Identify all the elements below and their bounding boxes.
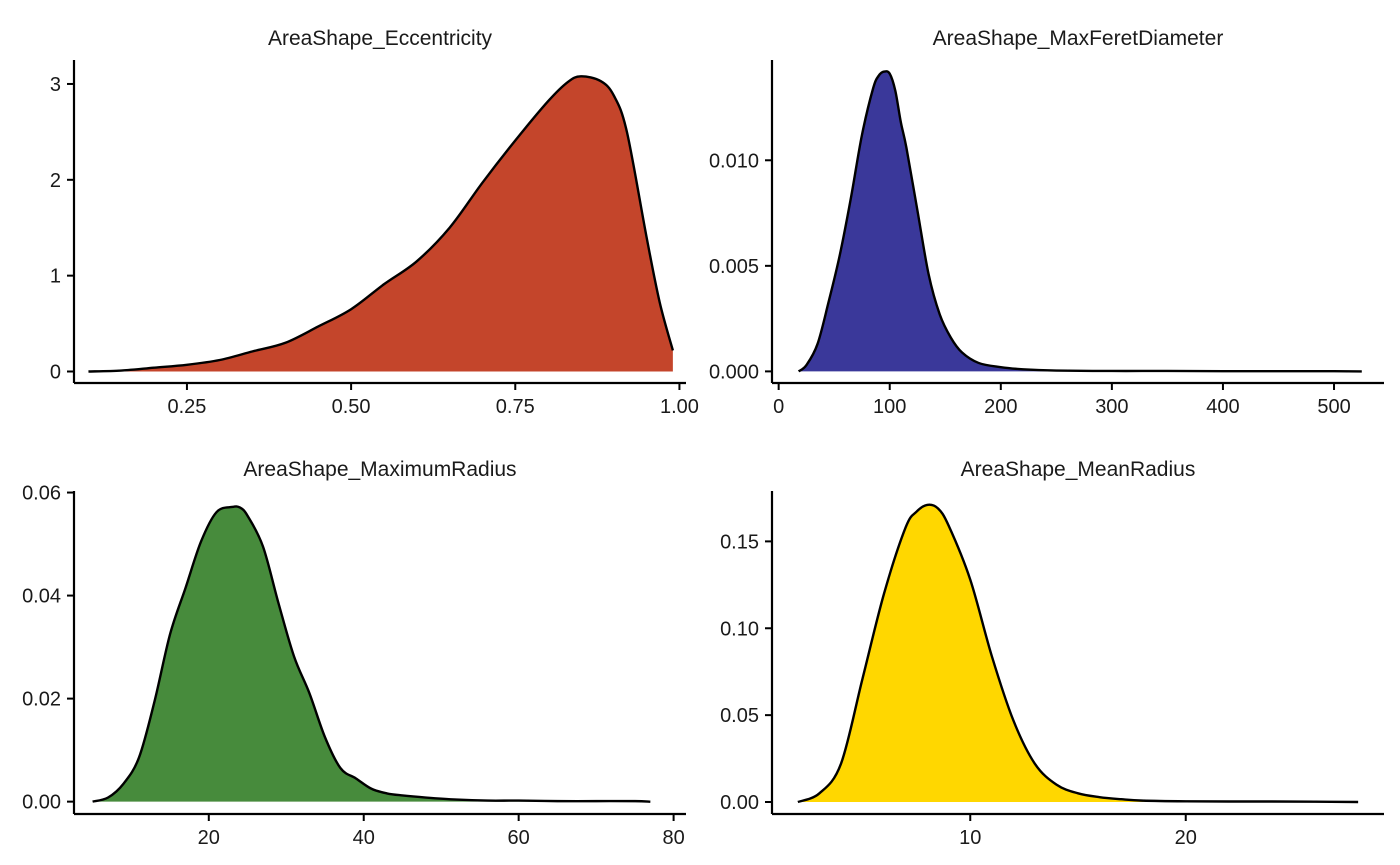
density-panel: AreaShape_MaximumRadius 20 40 60 80 0.00 0.02 0… — [22, 458, 686, 849]
x-tick-label: 100 — [873, 396, 906, 418]
density-line — [797, 70, 1362, 373]
density-line — [797, 503, 1359, 804]
density-line — [88, 75, 675, 373]
x-tick-label: 0 — [773, 396, 784, 418]
density-line — [92, 505, 651, 803]
y-tick-label: 0.06 — [22, 483, 61, 505]
density-panel: AreaShape_Eccentricity 0.25 0.50 0.75 1.00 0 1… — [50, 27, 699, 418]
y-tick-label: 0.02 — [22, 689, 61, 711]
y-tick-label: 0.10 — [720, 618, 759, 640]
x-tick-label: 200 — [984, 396, 1017, 418]
x-tick-label: 300 — [1095, 396, 1128, 418]
y-tick-label: 0.00 — [22, 792, 61, 814]
density-area — [88, 76, 673, 372]
x-tick-label: 80 — [662, 827, 684, 849]
panel-title: AreaShape_MeanRadius — [961, 458, 1196, 481]
density-panel: AreaShape_MaxFeretDiameter 0 100 200 300 400 5… — [709, 27, 1384, 418]
x-tick-label: 0.25 — [167, 396, 206, 418]
density-area — [797, 504, 1359, 803]
y-tick-label: 0.000 — [709, 361, 759, 383]
y-tick-label: 2 — [50, 170, 61, 192]
y-tick-label: 0.15 — [720, 531, 759, 553]
x-tick-label: 1.00 — [660, 396, 699, 418]
y-tick-label: 0.010 — [709, 150, 759, 172]
y-tick-label: 0.005 — [709, 256, 759, 278]
y-tick-label: 0.00 — [720, 792, 759, 814]
x-tick-label: 20 — [1175, 827, 1197, 849]
y-tick-label: 3 — [50, 74, 61, 96]
x-tick-label: 500 — [1317, 396, 1350, 418]
x-tick-label: 10 — [959, 827, 981, 849]
y-tick-label: 0.04 — [22, 586, 61, 608]
panel-title: AreaShape_MaxFeretDiameter — [933, 27, 1224, 50]
y-tick-label: 0 — [50, 361, 61, 383]
x-tick-label: 60 — [508, 827, 530, 849]
x-tick-label: 400 — [1206, 396, 1239, 418]
panel-title: AreaShape_MaximumRadius — [243, 458, 516, 481]
density-area — [798, 71, 1362, 372]
x-tick-label: 20 — [198, 827, 220, 849]
y-tick-label: 0.05 — [720, 705, 759, 727]
y-tick-label: 1 — [50, 266, 61, 288]
density-area — [92, 506, 651, 802]
x-tick-label: 0.75 — [496, 396, 535, 418]
x-tick-label: 40 — [353, 827, 375, 849]
density-panel: AreaShape_MeanRadius 10 20 0.00 0.05 0.10 0.15 — [720, 458, 1384, 849]
x-tick-label: 0.50 — [332, 396, 371, 418]
panel-title: AreaShape_Eccentricity — [268, 27, 493, 50]
